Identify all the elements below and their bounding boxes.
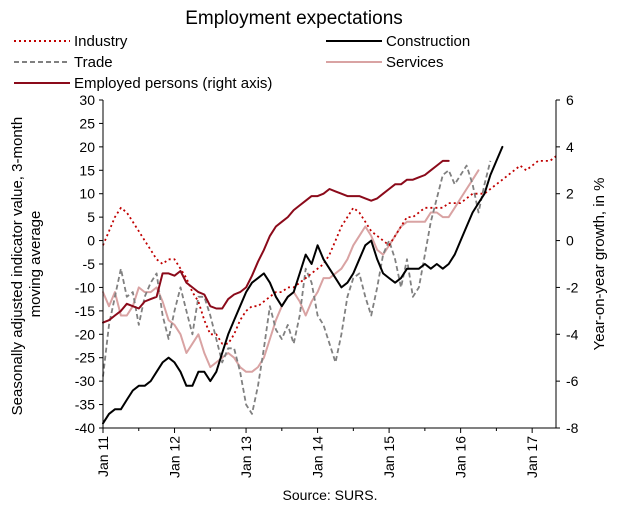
legend-item: Industry [14, 33, 128, 50]
left-tick-label: 0 [87, 233, 95, 249]
legend-label: Construction [386, 33, 470, 50]
legend: Industry Trade Construction Services Employe… [14, 33, 470, 92]
x-tick-label: Jan 12 [167, 436, 183, 478]
series-line-construction [102, 145, 504, 425]
right-tick-label: -6 [566, 373, 579, 389]
left-tick-label: -15 [75, 303, 95, 319]
left-tick-label: 10 [79, 186, 95, 202]
left-tick-label: 25 [79, 115, 95, 131]
left-tick-label: 15 [79, 162, 95, 178]
chart-source: Source: SURS. [283, 487, 378, 503]
right-axis-ticks: 6 4 2 0 -2 -4 -6 -8 [556, 92, 579, 436]
right-tick-label: -4 [566, 326, 579, 342]
left-tick-label: -25 [75, 350, 95, 366]
x-tick-label: Jan 15 [381, 436, 397, 478]
left-tick-label: 30 [79, 92, 95, 108]
series-line-employed-persons-right-axis [102, 159, 450, 324]
right-tick-label: 0 [566, 233, 574, 249]
x-tick-label: Jan 17 [524, 436, 540, 478]
right-tick-label: -2 [566, 279, 579, 295]
left-tick-label: -40 [75, 420, 95, 436]
left-tick-label: -20 [75, 326, 95, 342]
right-tick-label: 4 [566, 139, 574, 155]
y-axis-label-left: Seasonally adjusted indicator value, 3-m… [9, 113, 44, 416]
x-tick-label: Jan 11 [95, 436, 111, 477]
x-tick-label: Jan 16 [453, 436, 469, 478]
legend-label: Industry [74, 33, 128, 50]
left-tick-label: -35 [75, 397, 95, 413]
x-tick-label: Jan 13 [238, 436, 254, 478]
x-axis-ticks: Jan 11 Jan 12 Jan 13 Jan 14 Jan 15 Jan 16 Jan … [95, 428, 540, 478]
left-tick-label: 20 [79, 139, 95, 155]
left-tick-label: 5 [87, 209, 95, 225]
left-tick-label: -5 [83, 256, 96, 272]
legend-label: Services [386, 54, 444, 71]
series-line-industry [102, 155, 557, 345]
series-layer [102, 145, 557, 425]
legend-item: Services [326, 54, 444, 71]
right-tick-label: -8 [566, 420, 579, 436]
y-axis-label-right: Year-on-year growth, in % [591, 178, 608, 351]
left-tick-label: -30 [75, 373, 95, 389]
legend-item: Construction [326, 33, 470, 50]
right-tick-label: 2 [566, 186, 574, 202]
series-line-trade [102, 160, 492, 415]
legend-label: Trade [74, 54, 113, 71]
left-axis-ticks: 30 25 20 15 10 5 0 -5 -10 -15 -20 -25 -30 -35 -40 [75, 92, 103, 436]
legend-item: Trade [14, 54, 113, 71]
chart-title: Employment expectations [185, 8, 403, 29]
legend-label: Employed persons (right axis) [74, 75, 272, 92]
right-tick-label: 6 [566, 92, 574, 108]
left-tick-label: -10 [75, 279, 95, 295]
x-tick-label: Jan 14 [310, 436, 326, 478]
legend-item: Employed persons (right axis) [14, 75, 272, 92]
